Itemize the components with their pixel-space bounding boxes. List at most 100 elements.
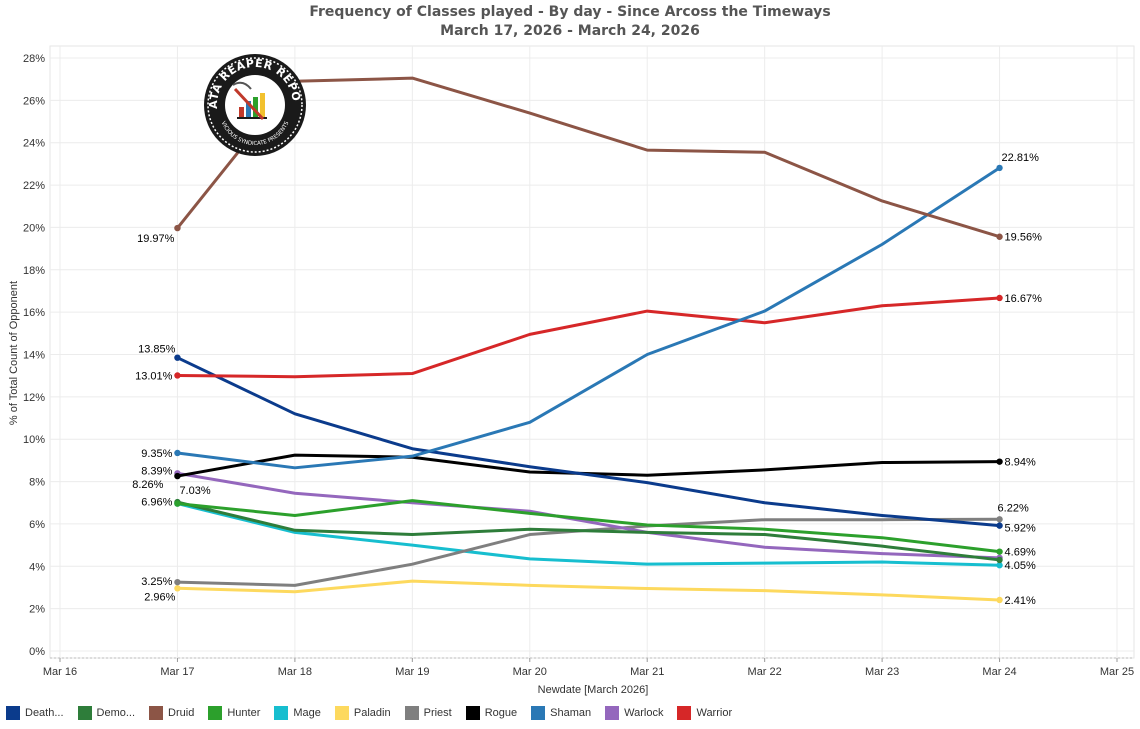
x-tick-label: Mar 22: [748, 666, 782, 678]
series-point: [174, 354, 181, 361]
legend-item[interactable]: Rogue: [465, 706, 518, 720]
legend-swatch: [404, 706, 419, 720]
series-point: [996, 458, 1003, 465]
legend-swatch: [605, 706, 620, 720]
legend-label: Shaman: [550, 707, 592, 719]
chart-title: Frequency of Classes played - By day - S…: [309, 4, 831, 20]
legend-label: Paladin: [353, 707, 391, 719]
series-point: [996, 562, 1003, 569]
legend-swatch: [149, 706, 164, 720]
data-label: 19.56%: [1005, 232, 1043, 244]
data-label: 19.97%: [137, 233, 175, 245]
y-tick-label: 24%: [23, 138, 45, 150]
series-point: [996, 164, 1003, 172]
legend-label: Mage: [293, 707, 321, 719]
y-tick-label: 10%: [23, 434, 45, 446]
legend-label: Warlock: [624, 707, 664, 719]
data-label: 6.96%: [141, 497, 172, 509]
chart-subtitle: March 17, 2026 - March 24, 2026: [440, 23, 700, 39]
series-point: [996, 516, 1003, 523]
data-label: 22.81%: [1002, 152, 1040, 164]
legend-label: Druid: [168, 707, 195, 719]
series-line-druid: [175, 76, 1002, 239]
x-tick-label: Mar 24: [982, 666, 1016, 678]
legend-label: Warrior: [696, 707, 733, 719]
legend-item[interactable]: Priest: [404, 706, 452, 720]
series-point: [996, 596, 1003, 604]
y-tick-label: 8%: [29, 477, 45, 489]
x-tick-label: Mar 20: [513, 666, 547, 678]
y-tick-label: 0%: [29, 646, 45, 658]
series-point: [174, 578, 181, 586]
legend: Death... Demo... Druid Hunter Mage Paladin Pri…: [6, 706, 746, 720]
data-reaper-logo: DATA REAPER REPORT VICIOUS SYNDICATE PRE…: [204, 54, 306, 156]
data-label: 4.69%: [1005, 547, 1036, 559]
series-point: [996, 548, 1003, 555]
data-label: 2.41%: [1005, 595, 1036, 607]
legend-item[interactable]: Death...: [6, 706, 64, 720]
data-label: 8.39%: [141, 465, 172, 477]
legend-swatch: [77, 706, 92, 720]
series-line-demo: [175, 500, 1002, 562]
series-point: [174, 224, 181, 232]
legend-label: Rogue: [484, 707, 518, 719]
y-tick-label: 28%: [23, 53, 45, 65]
data-label: 6.22%: [998, 502, 1029, 514]
data-labels: 13.85% 5.92% 7.03% 19.97% 19.56% 6.96% 4.69%4.…: [132, 152, 1042, 607]
legend-label: Priest: [423, 707, 452, 719]
y-tick-label: 20%: [23, 222, 45, 234]
data-label: 8.26%: [132, 479, 163, 491]
series-point: [174, 500, 181, 507]
x-tick-label: Mar 17: [160, 666, 194, 678]
legend-item[interactable]: Shaman: [531, 706, 591, 720]
legend-swatch: [274, 706, 289, 720]
series-line-warrior: [175, 296, 1002, 379]
series-line-warlock: [175, 471, 1002, 560]
y-tick-label: 16%: [23, 307, 45, 319]
legend-swatch: [465, 706, 480, 720]
legend-label: Death...: [25, 707, 64, 719]
line-chart: 0% 2% 4% 6% 8% 10% 12% 14% 16% 18% 20% 22% 24% 26% 28%…: [8, 45, 1135, 696]
y-axis-label: % of Total Count of Opponent: [8, 281, 20, 425]
data-label: 3.25%: [141, 576, 172, 588]
legend-swatch: [208, 706, 223, 720]
y-tick-label: 2%: [29, 604, 45, 616]
data-label: 2.96%: [144, 591, 175, 603]
legend-label: Hunter: [227, 707, 261, 719]
series-point: [174, 585, 181, 592]
grid: [49, 45, 1135, 659]
legend-swatch: [6, 706, 20, 720]
series-line-hunter: [175, 499, 1002, 554]
y-tick-label: 26%: [23, 95, 45, 107]
x-tick-label: Mar 25: [1100, 666, 1134, 678]
y-tick-label: 18%: [23, 265, 45, 277]
data-label: 13.01%: [135, 370, 173, 382]
data-label: 13.85%: [138, 344, 176, 356]
x-tick-label: Mar 18: [278, 666, 312, 678]
series-line-mage: [175, 502, 1002, 567]
data-label: 4.05%: [1005, 560, 1036, 572]
series-point: [174, 372, 181, 379]
y-tick-label: 12%: [23, 392, 45, 404]
x-tick-label: Mar 23: [865, 666, 899, 678]
data-label: 5.92%: [1005, 523, 1036, 535]
axes: 0% 2% 4% 6% 8% 10% 12% 14% 16% 18% 20% 22% 24% 26% 28%…: [23, 53, 1134, 678]
data-label: 16.67%: [1005, 293, 1043, 305]
legend-swatch: [334, 706, 349, 720]
y-tick-label: 22%: [23, 180, 45, 192]
legend-item[interactable]: Druid: [149, 706, 194, 720]
y-tick-label: 6%: [29, 519, 45, 531]
y-tick-label: 4%: [29, 561, 45, 573]
series-line-shaman: [175, 166, 1002, 470]
legend-item[interactable]: Warlock: [605, 706, 663, 720]
legend-label: Demo...: [96, 707, 136, 719]
legend-item[interactable]: Warrior: [677, 706, 732, 720]
legend-item[interactable]: Mage: [274, 706, 321, 720]
legend-item[interactable]: Demo...: [77, 706, 136, 720]
data-label: 7.03%: [179, 485, 210, 497]
series-line-death: [175, 356, 1002, 528]
legend-item[interactable]: Paladin: [334, 706, 391, 720]
y-tick-label: 14%: [23, 350, 45, 362]
series-point: [174, 472, 181, 480]
legend-item[interactable]: Hunter: [208, 706, 260, 720]
